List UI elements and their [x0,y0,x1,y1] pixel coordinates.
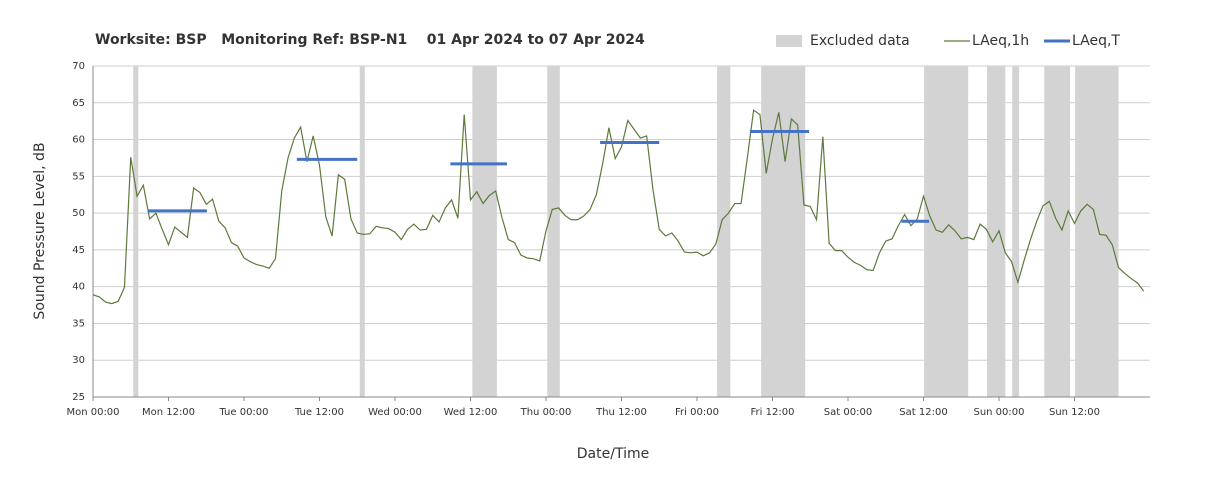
x-tick-label: Fri 12:00 [751,407,795,418]
x-tick-label: Sat 00:00 [824,407,872,418]
legend-label: LAeq,1h [972,33,1029,49]
x-tick-label: Tue 00:00 [218,407,268,418]
excluded-band [987,66,1006,397]
x-tick-label: Sun 00:00 [973,407,1024,418]
excluded-band [717,66,731,397]
x-tick-label: Wed 12:00 [444,407,498,418]
y-tick-label: 30 [72,355,85,366]
y-tick-label: 25 [72,392,85,403]
series-line [92,109,1145,305]
x-tick-label: Mon 12:00 [142,407,195,418]
y-tick-label: 35 [72,318,85,329]
excluded-band [1075,66,1119,397]
legend-label: Excluded data [810,33,910,49]
x-axis-label: Date/Time [577,446,649,462]
excluded-band [1012,66,1020,397]
y-tick-label: 65 [72,98,85,109]
legend-label: LAeq,T [1072,33,1120,49]
x-tick-label: Fri 00:00 [675,407,719,418]
y-tick-label: 60 [72,135,85,146]
excluded-band [133,66,139,397]
excluded-band [761,66,806,397]
y-tick-label: 50 [72,208,85,219]
excluded-band [547,66,560,397]
x-tick-label: Mon 00:00 [66,407,119,418]
x-tick-label: Tue 12:00 [294,407,344,418]
x-tick-label: Thu 12:00 [595,407,647,418]
legend-swatch [776,35,802,47]
excluded-band [359,66,365,397]
x-tick-label: Wed 00:00 [368,407,422,418]
x-tick-label: Sat 12:00 [899,407,947,418]
y-tick-label: 55 [72,171,85,182]
y-tick-label: 40 [72,282,85,293]
y-axis-label: Sound Pressure Level, dB [32,142,48,319]
x-tick-label: Sun 12:00 [1049,407,1100,418]
excluded-band [924,66,969,397]
chart-title: Worksite: BSP Monitoring Ref: BSP-N1 01 … [95,32,645,48]
y-tick-label: 45 [72,245,85,256]
excluded-band [472,66,497,397]
x-tick-label: Thu 00:00 [520,407,572,418]
excluded-band [1044,66,1071,397]
y-tick-label: 70 [72,61,85,72]
